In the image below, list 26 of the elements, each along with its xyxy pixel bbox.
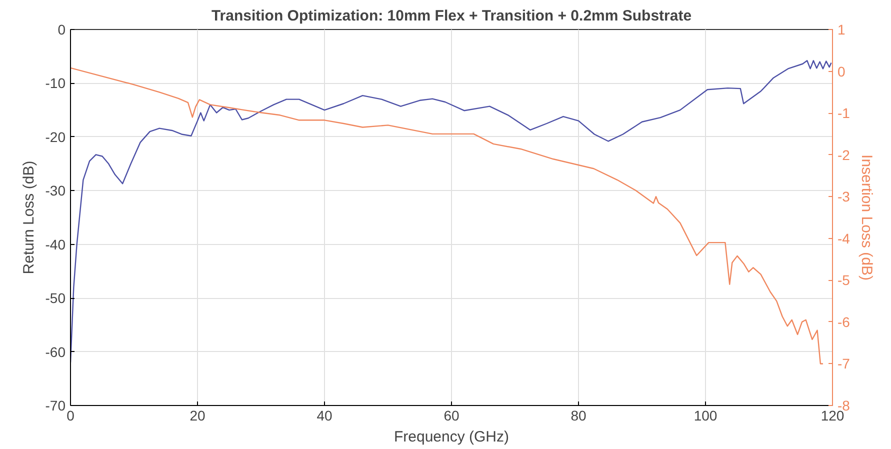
- y2-tick-label: -3: [838, 188, 850, 205]
- y2-tick-label: -2: [838, 146, 850, 163]
- y-tick-label: -10: [45, 75, 66, 92]
- y-tick-label: 0: [58, 22, 66, 38]
- y2-tick-label: 0: [838, 63, 846, 80]
- x-tick-label: 80: [570, 408, 586, 424]
- y2-tick-label: -5: [838, 272, 850, 288]
- y2-tick-label: -7: [838, 356, 850, 372]
- y-tick-label: -60: [45, 344, 66, 360]
- y2-tick-label: -1: [838, 105, 850, 122]
- x-tick-label: 40: [316, 408, 332, 424]
- y2-tick-label: 1: [838, 22, 846, 38]
- x-tick-label: 60: [444, 408, 460, 424]
- y-tick-label: -40: [45, 236, 66, 252]
- y-tick-label: -70: [45, 398, 66, 414]
- x-axis-title: Frequency (GHz): [394, 428, 510, 446]
- y-tick-label: -20: [45, 128, 66, 145]
- y-tick-label: -30: [45, 182, 66, 199]
- y-tick-label: -50: [45, 290, 66, 306]
- x-tick-label: 100: [694, 408, 718, 424]
- y2-axis-title: Insertion Loss (dB): [858, 154, 875, 280]
- y2-tick-label: -4: [838, 230, 850, 246]
- y-axis-title: Return Loss (dB): [20, 160, 38, 274]
- y2-tick-label: -6: [838, 314, 850, 330]
- x-tick-label: 20: [190, 408, 206, 424]
- chart-title: Transition Optimization: 10mm Flex + Transition + 0.2mm Substrate: [211, 8, 692, 24]
